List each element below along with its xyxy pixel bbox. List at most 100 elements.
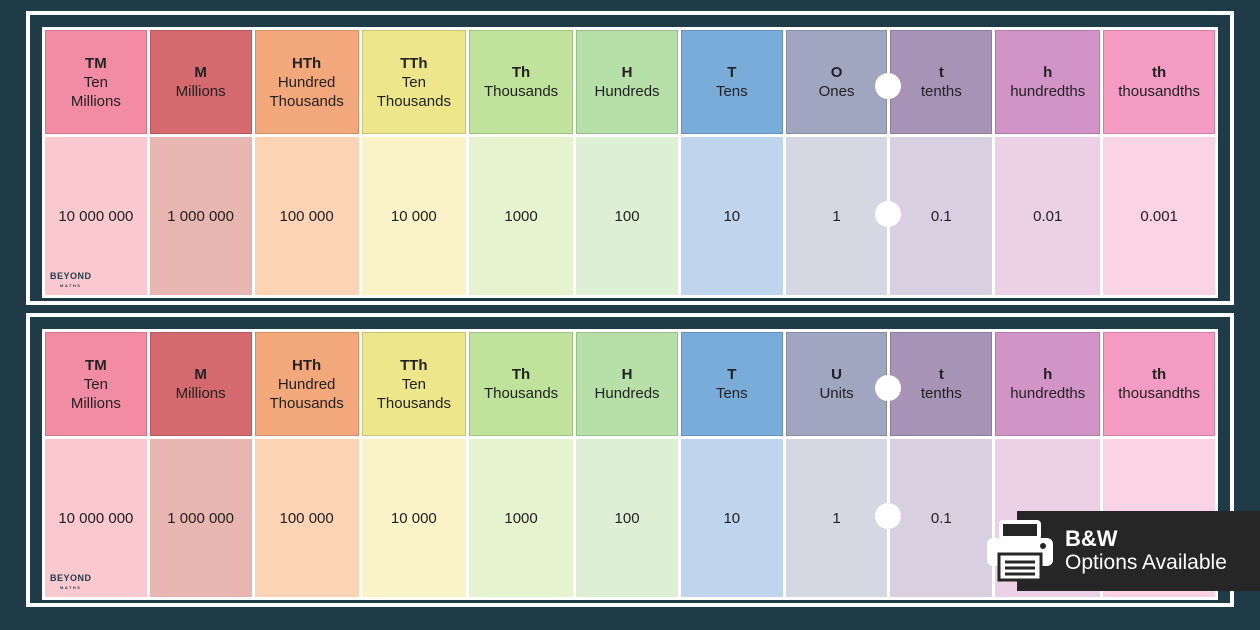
column-name: Tens [715, 385, 748, 402]
column-header: TTh Ten Thousands [361, 30, 466, 134]
column-name: Ten Thousands [376, 375, 451, 412]
column-name: Thousands [483, 385, 559, 402]
column-abbreviation: Th [511, 366, 531, 383]
column-header: H Hundreds [576, 30, 678, 134]
column-header: M Millions [149, 332, 252, 436]
column-abbreviation: H [621, 366, 633, 383]
column-abbreviation: h [1043, 366, 1053, 383]
place-value-cell: 1 [785, 137, 888, 295]
column-name: Ten Millions [70, 375, 121, 412]
column-name: thousandths [1118, 83, 1200, 100]
column-header: TM Ten Millions [45, 332, 147, 436]
column-abbreviation: t [938, 366, 944, 383]
column-header: T Tens [680, 30, 783, 134]
column-header: HTh Hundred Thousands [254, 30, 359, 134]
place-value-cell: 10 000 000 [45, 439, 147, 597]
column-header: M Millions [149, 30, 252, 134]
column-name: Thousands [483, 83, 559, 100]
column-name: Tens [715, 83, 748, 100]
chart-frame: TM Ten Millions 10 000 000 M Millions 1 000 0… [30, 15, 1230, 301]
place-value-chart-1: TM Ten Millions 10 000 000 M Millions 1 000 0… [26, 11, 1234, 305]
badge-subtitle: Options Available [1065, 551, 1227, 574]
column-name: Millions [175, 385, 226, 402]
column-abbreviation: HTh [292, 356, 322, 374]
column-name: tenths [920, 385, 962, 402]
place-value-cell: 1 000 000 [149, 439, 252, 597]
column-abbreviation: TM [85, 54, 107, 72]
column-name: tenths [920, 83, 962, 100]
place-value-cell: 0.1 [890, 439, 993, 597]
place-value-cell: 10 000 [361, 439, 466, 597]
column-header: t tenths [890, 332, 993, 436]
column-header: h hundredths [995, 30, 1101, 134]
bw-options-badge[interactable]: B&W Options Available [987, 511, 1260, 591]
place-value-cell: 1000 [468, 439, 574, 597]
printer-icon [987, 520, 1053, 582]
column-name: Hundreds [594, 385, 660, 402]
column-header: T Tens [680, 332, 783, 436]
place-value-cell: 10 [680, 439, 783, 597]
column-name: thousandths [1118, 385, 1200, 402]
column-abbreviation: th [1152, 366, 1167, 383]
column-header: U Units [785, 332, 888, 436]
beyond-logo: BEYOND MATHS [50, 272, 92, 290]
column-abbreviation: t [938, 64, 944, 81]
column-name: Hundred Thousands [269, 73, 344, 110]
place-value-cell: 10 000 [361, 137, 466, 295]
column-header: th thousandths [1103, 332, 1215, 436]
place-value-cell: 1 000 000 [149, 137, 252, 295]
column-header: TM Ten Millions [45, 30, 147, 134]
decimal-point-dot [875, 503, 901, 529]
column-abbreviation: TTh [400, 356, 428, 374]
column-abbreviation: O [830, 64, 843, 81]
place-value-cell: 0.01 [995, 137, 1101, 295]
place-value-cell: 0.001 [1103, 137, 1215, 295]
column-abbreviation: T [727, 366, 737, 383]
place-value-cell: 10 [680, 137, 783, 295]
column-header: Th Thousands [468, 332, 574, 436]
column-name: Hundreds [594, 83, 660, 100]
column-header: HTh Hundred Thousands [254, 332, 359, 436]
column-header: H Hundreds [576, 332, 678, 436]
column-abbreviation: H [621, 64, 633, 81]
column-header: th thousandths [1103, 30, 1215, 134]
logo-subtext: MATHS [60, 283, 82, 288]
logo-subtext: MATHS [60, 585, 82, 590]
logo-text: BEYOND [50, 573, 92, 583]
place-value-cell: 100 000 [254, 439, 359, 597]
column-name: Ten Thousands [376, 73, 451, 110]
column-abbreviation: T [727, 64, 737, 81]
column-header: TTh Ten Thousands [361, 332, 466, 436]
column-name: Millions [175, 83, 226, 100]
place-value-cell: 100 [576, 137, 678, 295]
badge-title: B&W [1065, 526, 1118, 551]
column-abbreviation: M [194, 64, 207, 81]
column-abbreviation: U [831, 366, 842, 383]
place-value-cell: 10 000 000 [45, 137, 147, 295]
column-abbreviation: TTh [400, 54, 428, 72]
column-abbreviation: Th [511, 64, 531, 81]
column-abbreviation: TM [85, 356, 107, 374]
column-name: Hundred Thousands [269, 375, 344, 412]
column-name: Units [819, 385, 854, 402]
column-name: hundredths [1010, 83, 1086, 100]
column-abbreviation: th [1152, 64, 1167, 81]
beyond-logo: BEYOND MATHS [50, 574, 92, 592]
column-header: t tenths [890, 30, 993, 134]
column-abbreviation: h [1043, 64, 1053, 81]
column-header: O Ones [785, 30, 888, 134]
decimal-point-dot [875, 73, 901, 99]
column-header: Th Thousands [468, 30, 574, 134]
place-value-cell: 0.1 [890, 137, 993, 295]
logo-text: BEYOND [50, 271, 92, 281]
column-abbreviation: HTh [292, 54, 322, 72]
column-name: Ten Millions [70, 73, 121, 110]
column-abbreviation: M [194, 366, 207, 383]
place-value-grid: TM Ten Millions 10 000 000 M Millions 1 000 0… [42, 27, 1218, 298]
place-value-cell: 100 000 [254, 137, 359, 295]
column-header: h hundredths [995, 332, 1101, 436]
decimal-point-dot [875, 375, 901, 401]
decimal-point-dot [875, 201, 901, 227]
column-name: hundredths [1010, 385, 1086, 402]
badge-text: B&W Options Available [1065, 527, 1227, 575]
